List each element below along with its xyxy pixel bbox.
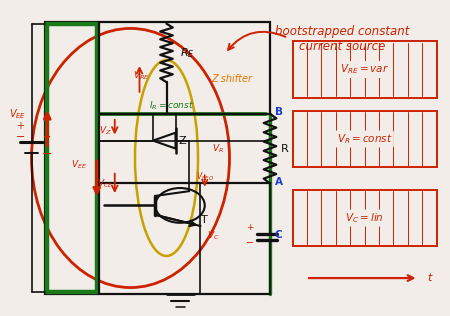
Text: +: +	[16, 121, 24, 131]
Text: Z: Z	[179, 136, 186, 146]
Text: +: +	[43, 132, 51, 143]
Text: $I_R=const$: $I_R=const$	[148, 100, 194, 112]
Text: $V_{RE}$: $V_{RE}$	[133, 70, 149, 82]
Text: $V_R=const$: $V_R=const$	[337, 132, 392, 146]
Text: $V_{BEO}$: $V_{BEO}$	[196, 171, 214, 183]
Text: $V_{RE}=var$: $V_{RE}=var$	[340, 63, 389, 76]
Text: A: A	[274, 177, 283, 187]
Text: −: −	[246, 238, 254, 248]
Text: +: +	[246, 223, 253, 232]
Text: $V_C=lin$: $V_C=lin$	[345, 211, 384, 225]
Text: −: −	[42, 148, 53, 161]
Text: $V_{EE}$: $V_{EE}$	[9, 107, 27, 121]
Text: −: −	[16, 132, 25, 143]
Text: $R_E$: $R_E$	[180, 46, 194, 60]
Text: $V_{EE}$: $V_{EE}$	[71, 158, 87, 171]
Text: Z shifter: Z shifter	[212, 74, 252, 84]
Text: t: t	[428, 273, 432, 283]
Text: C: C	[274, 230, 282, 240]
Text: B: B	[274, 107, 283, 117]
Text: $V_R$: $V_R$	[212, 142, 224, 155]
Text: T: T	[202, 215, 208, 225]
Text: bootstrapped constant
current source: bootstrapped constant current source	[275, 25, 409, 53]
Text: $V_{CE}$: $V_{CE}$	[98, 177, 114, 190]
Text: R: R	[281, 143, 289, 154]
Text: $V_Z$: $V_Z$	[99, 125, 112, 137]
Text: $V_C$: $V_C$	[207, 229, 220, 242]
